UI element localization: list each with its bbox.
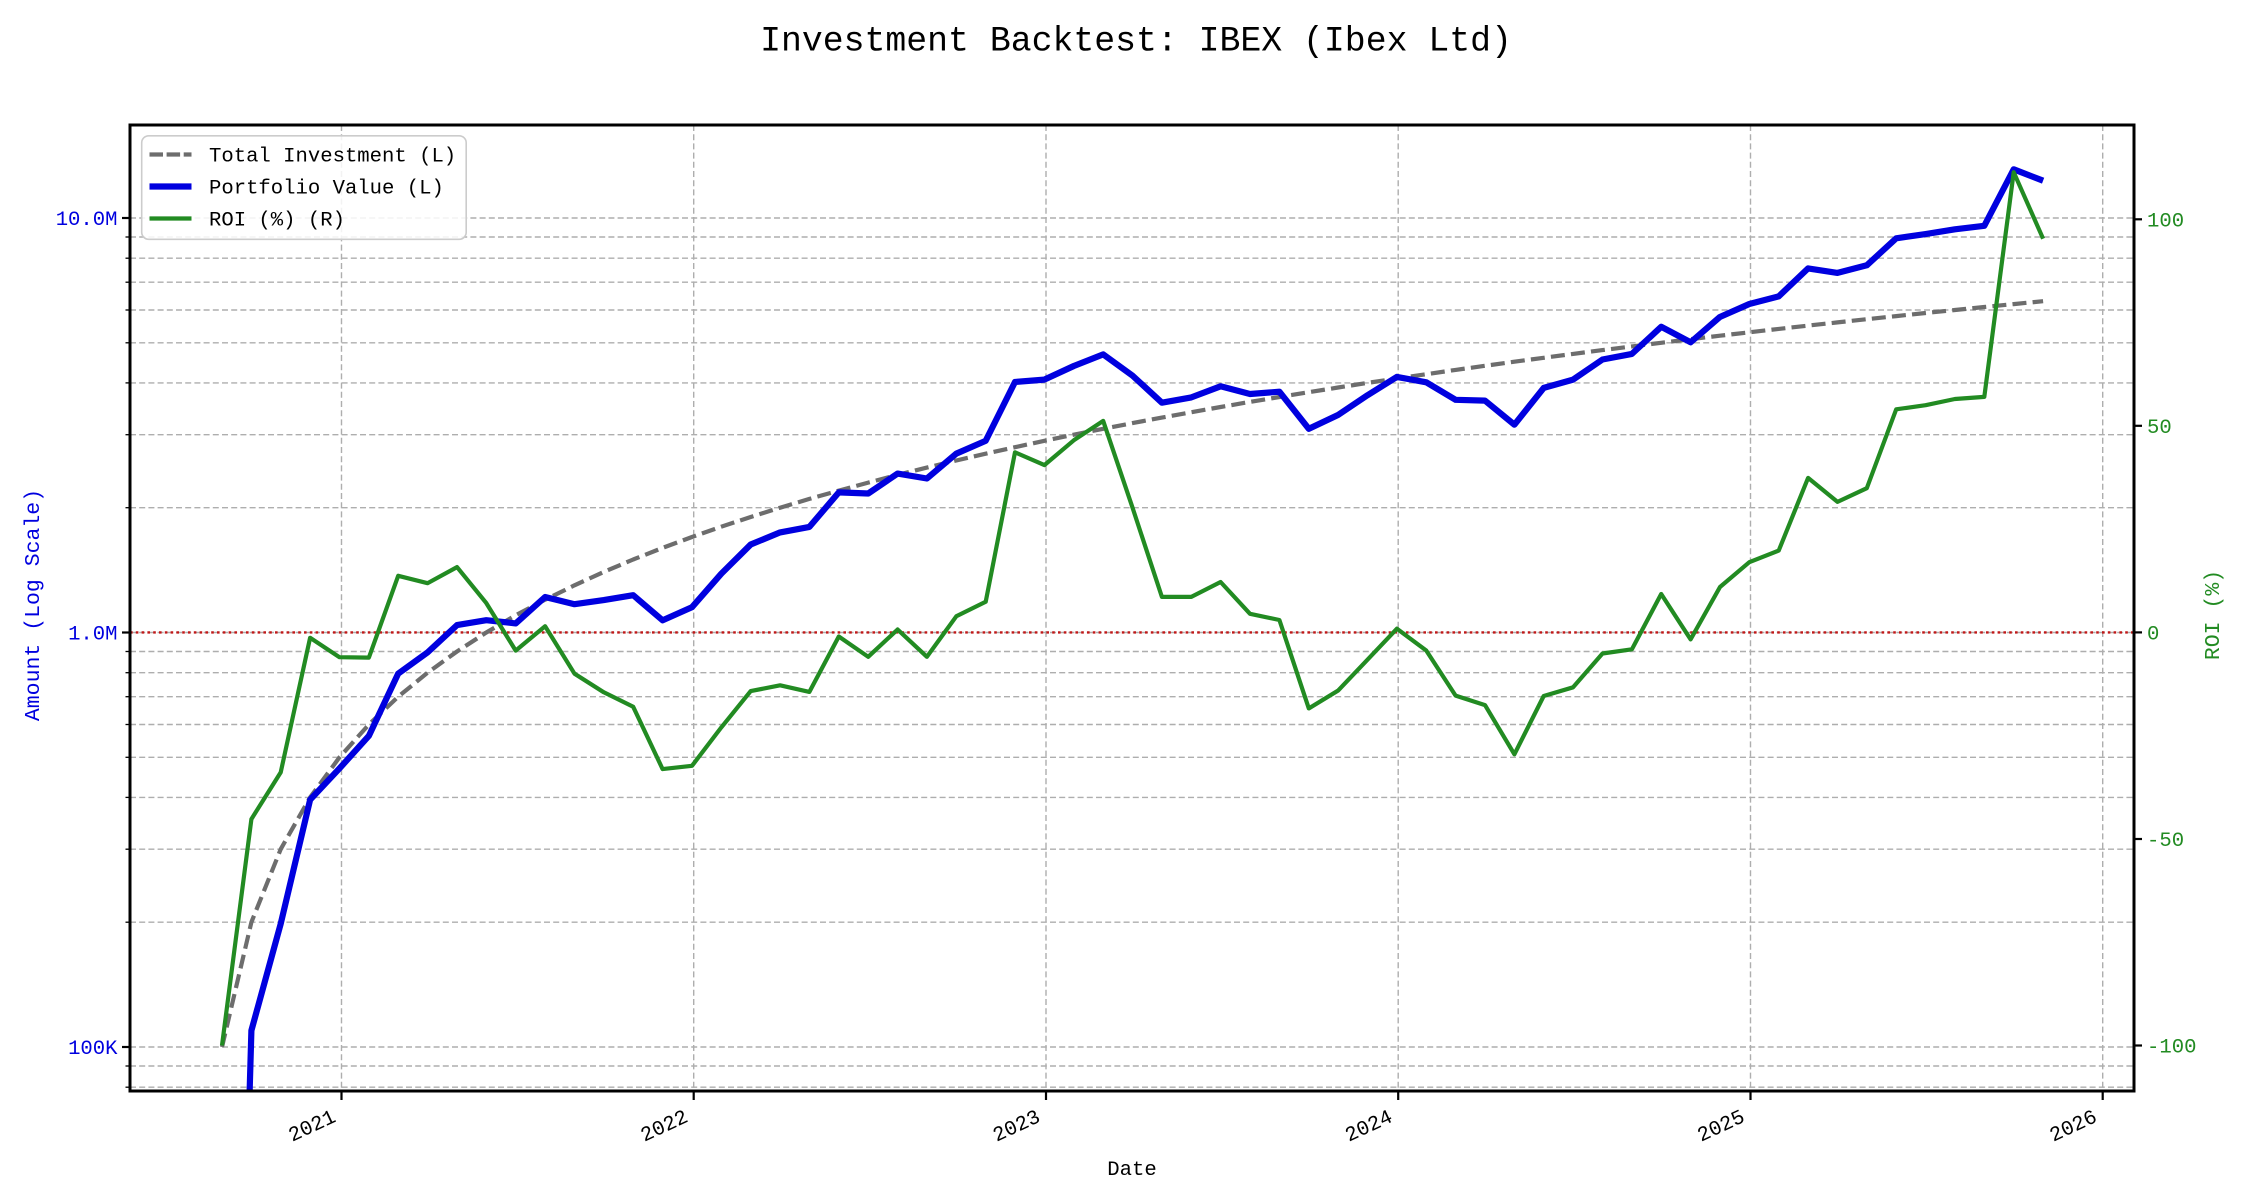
svg-text:10.0M: 10.0M	[56, 209, 118, 232]
svg-text:100: 100	[2147, 211, 2184, 234]
svg-text:100K: 100K	[68, 1038, 118, 1061]
svg-text:Portfolio Value (L): Portfolio Value (L)	[209, 178, 444, 201]
svg-text:Date: Date	[1107, 1159, 1156, 1182]
svg-text:1.0M: 1.0M	[68, 624, 117, 647]
svg-text:-100: -100	[2147, 1037, 2196, 1060]
svg-text:0: 0	[2147, 624, 2159, 647]
svg-text:Investment Backtest: IBEX (Ibe: Investment Backtest: IBEX (Ibex Ltd)	[760, 23, 1512, 62]
svg-text:ROI (%) (R): ROI (%) (R)	[209, 210, 345, 233]
svg-text:ROI (%): ROI (%)	[2202, 570, 2226, 660]
svg-text:-50: -50	[2147, 830, 2184, 853]
svg-text:50: 50	[2147, 417, 2172, 440]
svg-text:Total Investment (L): Total Investment (L)	[209, 146, 456, 169]
svg-text:Amount (Log Scale): Amount (Log Scale)	[22, 489, 46, 721]
